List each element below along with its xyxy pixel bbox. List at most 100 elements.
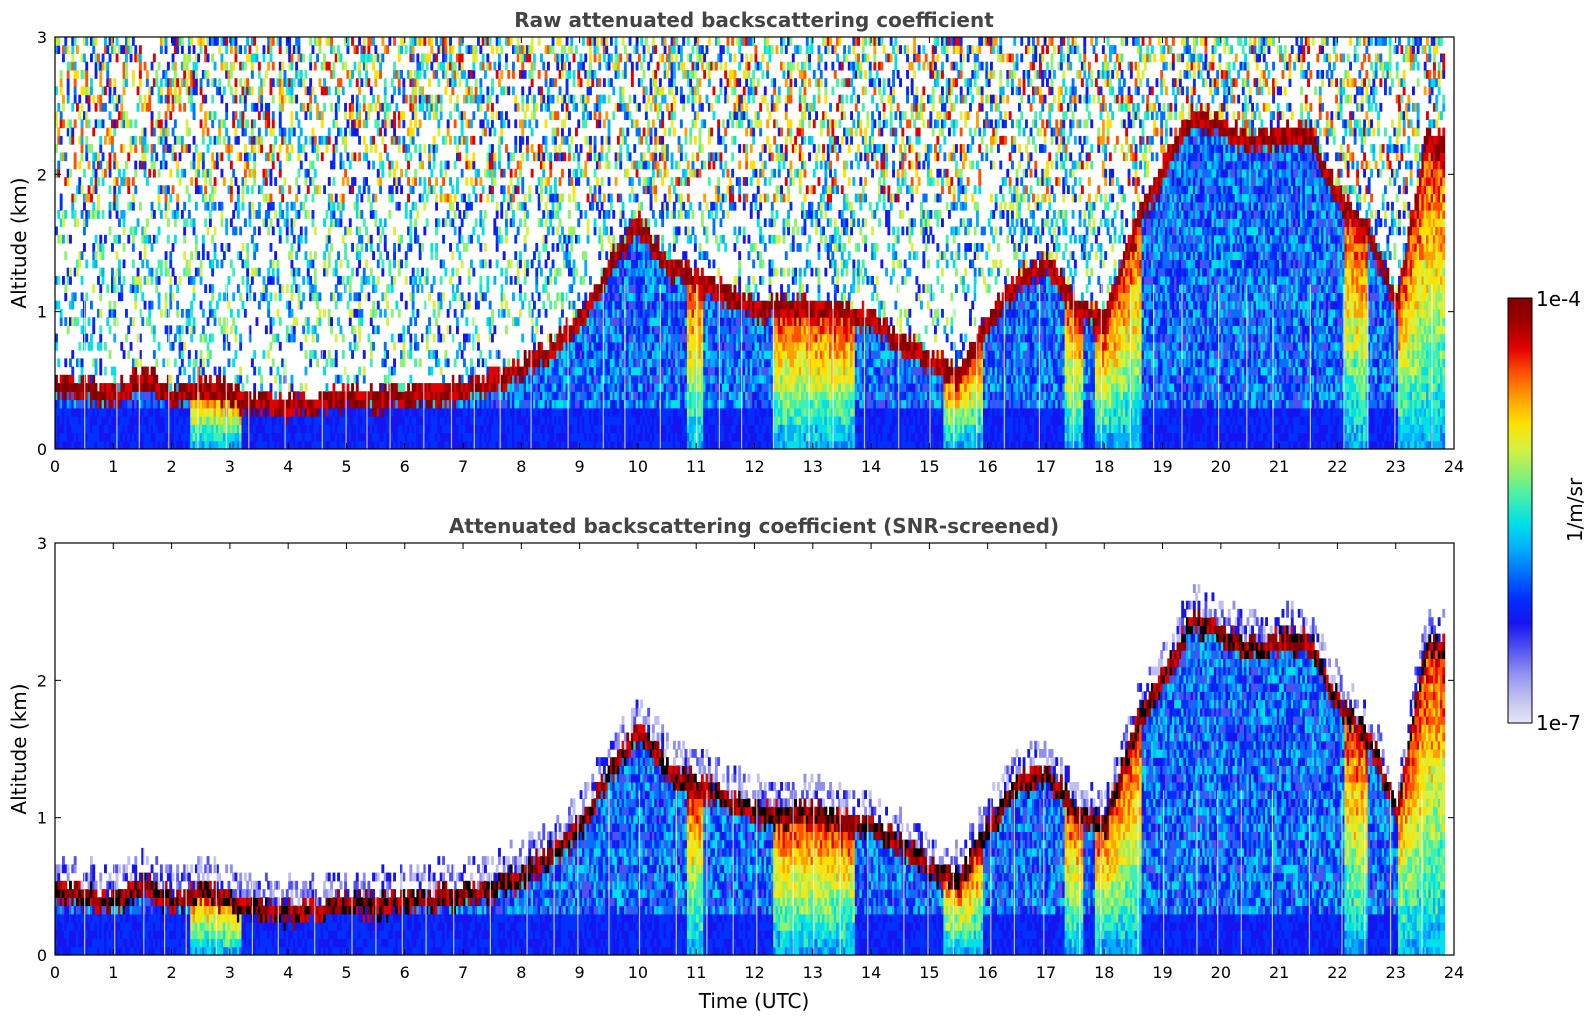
heatmap-cell <box>271 226 275 236</box>
heatmap-cell <box>57 424 61 434</box>
heatmap-cell <box>372 37 375 46</box>
heatmap-cell <box>269 144 273 153</box>
heatmap-cell <box>101 399 105 409</box>
heatmap-cell <box>59 407 63 417</box>
heatmap-cell <box>521 333 525 343</box>
heatmap-cell <box>229 144 233 153</box>
heatmap-cell <box>367 160 371 170</box>
heatmap-cell <box>444 45 448 54</box>
heatmap-cell <box>255 210 259 219</box>
heatmap-cell <box>290 325 294 335</box>
heatmap-cell <box>148 416 152 425</box>
heatmap-cell <box>460 292 464 302</box>
heatmap-cell <box>204 45 208 54</box>
heatmap-cell <box>218 127 222 137</box>
heatmap-cell <box>101 177 105 186</box>
heatmap-cell <box>136 358 140 368</box>
heatmap-cell <box>337 407 340 417</box>
heatmap-cell <box>521 383 525 392</box>
heatmap-cell <box>509 37 513 46</box>
heatmap-cell <box>393 127 396 137</box>
heatmap-cell <box>500 432 504 442</box>
heatmap-cell <box>55 424 58 434</box>
heatmap-cell <box>313 226 317 236</box>
heatmap-cell <box>460 234 464 244</box>
heatmap-cell <box>358 440 361 449</box>
heatmap-cell <box>257 144 261 153</box>
heatmap-cell <box>211 111 215 120</box>
heatmap-cell <box>393 358 396 368</box>
heatmap-cell <box>269 177 273 186</box>
heatmap-cell <box>253 267 257 277</box>
heatmap-cell <box>171 144 175 153</box>
heatmap-cell <box>439 333 443 343</box>
heatmap-cell <box>59 374 63 384</box>
heatmap-cell <box>143 399 147 409</box>
heatmap-cell <box>276 366 280 376</box>
heatmap-cell <box>145 218 149 228</box>
heatmap-cell <box>409 416 413 425</box>
heatmap-cell <box>323 78 326 87</box>
heatmap-cell <box>108 383 112 392</box>
heatmap-cell <box>243 432 247 442</box>
heatmap-cell <box>551 440 555 449</box>
heatmap-cell <box>190 325 194 335</box>
heatmap-cell <box>549 193 553 203</box>
heatmap-cell <box>400 391 403 401</box>
heatmap-cell <box>187 374 191 384</box>
heatmap-cell <box>101 53 105 63</box>
heatmap-cell <box>465 86 469 96</box>
heatmap-cell <box>269 383 273 392</box>
heatmap-cell <box>129 226 133 236</box>
heatmap-cell <box>458 61 462 71</box>
heatmap-cell <box>444 416 448 425</box>
heatmap-cell <box>185 259 189 269</box>
heatmap-cell <box>78 185 82 195</box>
heatmap-cell <box>507 399 511 409</box>
heatmap-cell <box>563 383 567 392</box>
heatmap-cell <box>509 152 513 162</box>
heatmap-cell <box>253 243 257 252</box>
heatmap-cell <box>512 185 515 195</box>
heatmap-cell <box>537 152 541 162</box>
heatmap-cell <box>535 383 539 392</box>
heatmap-cell <box>369 37 373 46</box>
heatmap-cell <box>467 374 471 384</box>
heatmap-cell <box>549 267 553 277</box>
heatmap-cell <box>288 383 292 392</box>
heatmap-cell <box>59 440 63 449</box>
heatmap-cell <box>502 358 506 368</box>
heatmap-cell <box>131 70 135 79</box>
heatmap-cell <box>208 391 212 401</box>
heatmap-cell <box>169 341 173 351</box>
heatmap-cell <box>486 424 490 434</box>
heatmap-cell <box>414 424 417 434</box>
heatmap-cell <box>379 234 382 244</box>
heatmap-cell <box>416 127 420 137</box>
heatmap-cell <box>113 440 117 449</box>
heatmap-cell <box>134 160 138 170</box>
heatmap-cell <box>250 102 254 112</box>
heatmap-cell <box>278 144 282 153</box>
heatmap-cell <box>136 424 140 434</box>
heatmap-cell <box>118 259 121 269</box>
heatmap-cell <box>500 424 504 434</box>
heatmap-cell <box>358 37 361 46</box>
heatmap-cell <box>66 94 70 104</box>
heatmap-cell <box>278 127 282 137</box>
heatmap-cell <box>491 308 494 318</box>
heatmap-cell <box>477 391 480 401</box>
heatmap-cell <box>470 160 473 170</box>
heatmap-cell <box>171 61 175 71</box>
heatmap-cell <box>106 383 110 392</box>
heatmap-cell <box>540 94 543 104</box>
heatmap-cell <box>418 102 422 112</box>
heatmap-cell <box>323 86 326 96</box>
heatmap-cell <box>351 350 354 359</box>
heatmap-cell <box>183 432 187 442</box>
heatmap-cell <box>85 144 89 153</box>
heatmap-cell <box>111 144 114 153</box>
heatmap-cell <box>297 243 301 252</box>
heatmap-cell <box>313 144 317 153</box>
heatmap-cell <box>563 94 567 104</box>
